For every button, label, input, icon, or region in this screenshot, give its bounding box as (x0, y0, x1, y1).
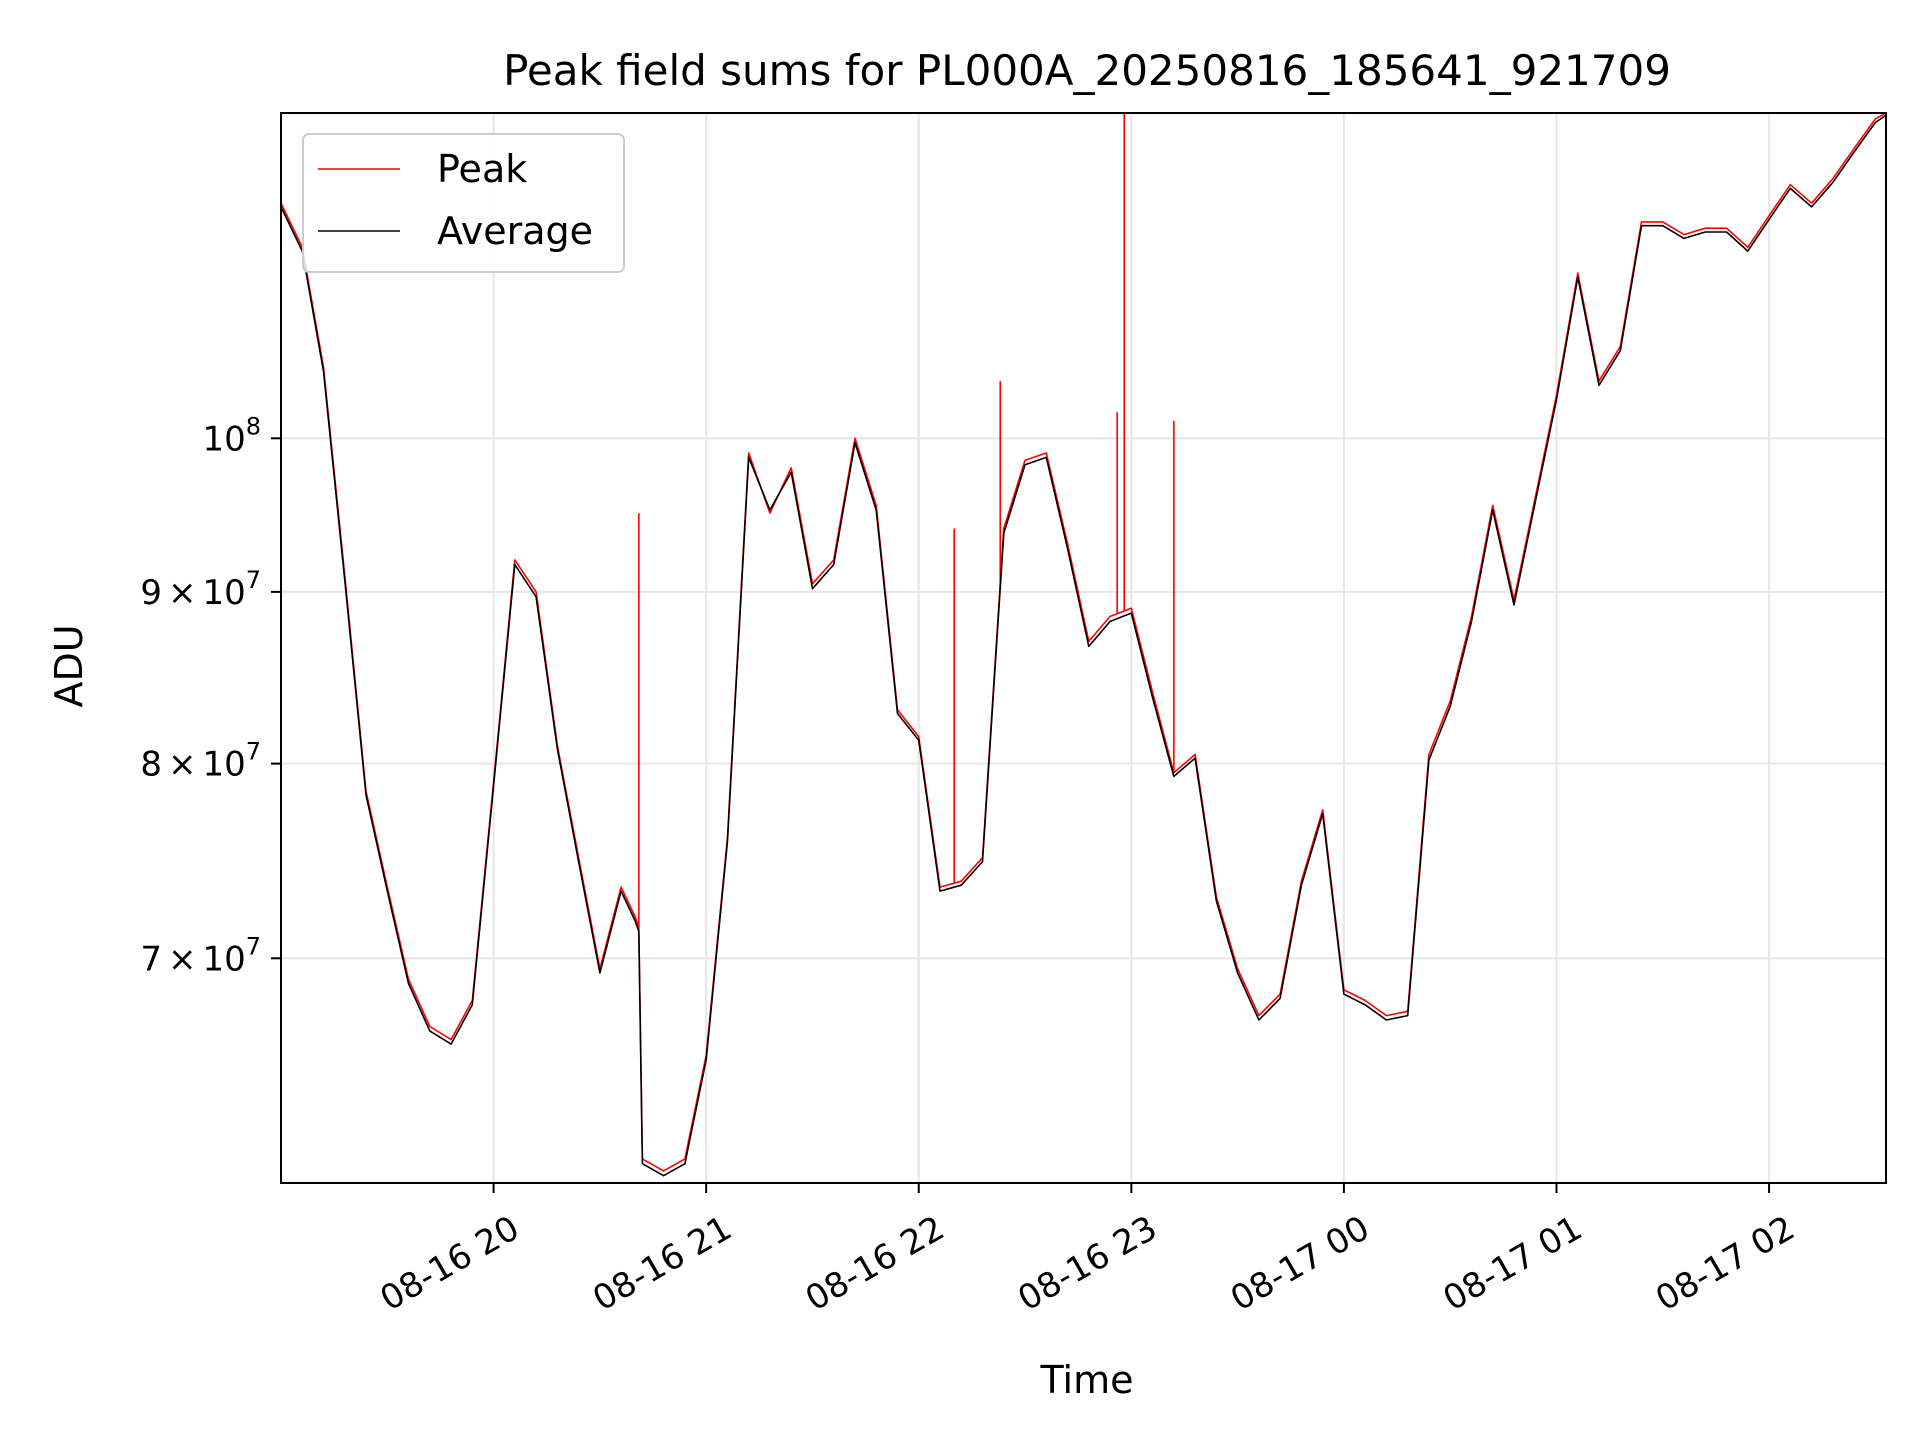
y-tick-label: 7 × 107 (140, 932, 261, 979)
legend: Peak Average (302, 133, 625, 273)
y-tick-label: 8 × 107 (140, 738, 261, 785)
y-axis: 7 × 107 8 × 107 9 × 107 108 (140, 412, 281, 979)
series-line-average (281, 114, 1886, 1177)
plot-area (281, 113, 1886, 1177)
grid (281, 113, 1886, 1183)
y-axis-label: ADU (47, 624, 91, 707)
y-tick-label: 108 (202, 412, 261, 459)
y-tick-label: 9 × 107 (140, 566, 261, 613)
chart-title: Peak field sums for PL000A_20250816_1856… (503, 46, 1671, 95)
axes-frame (280, 112, 1887, 1184)
x-axis-label: Time (1040, 1358, 1134, 1402)
legend-average-label: Average (437, 209, 593, 253)
legend-peak-label: Peak (437, 147, 527, 191)
